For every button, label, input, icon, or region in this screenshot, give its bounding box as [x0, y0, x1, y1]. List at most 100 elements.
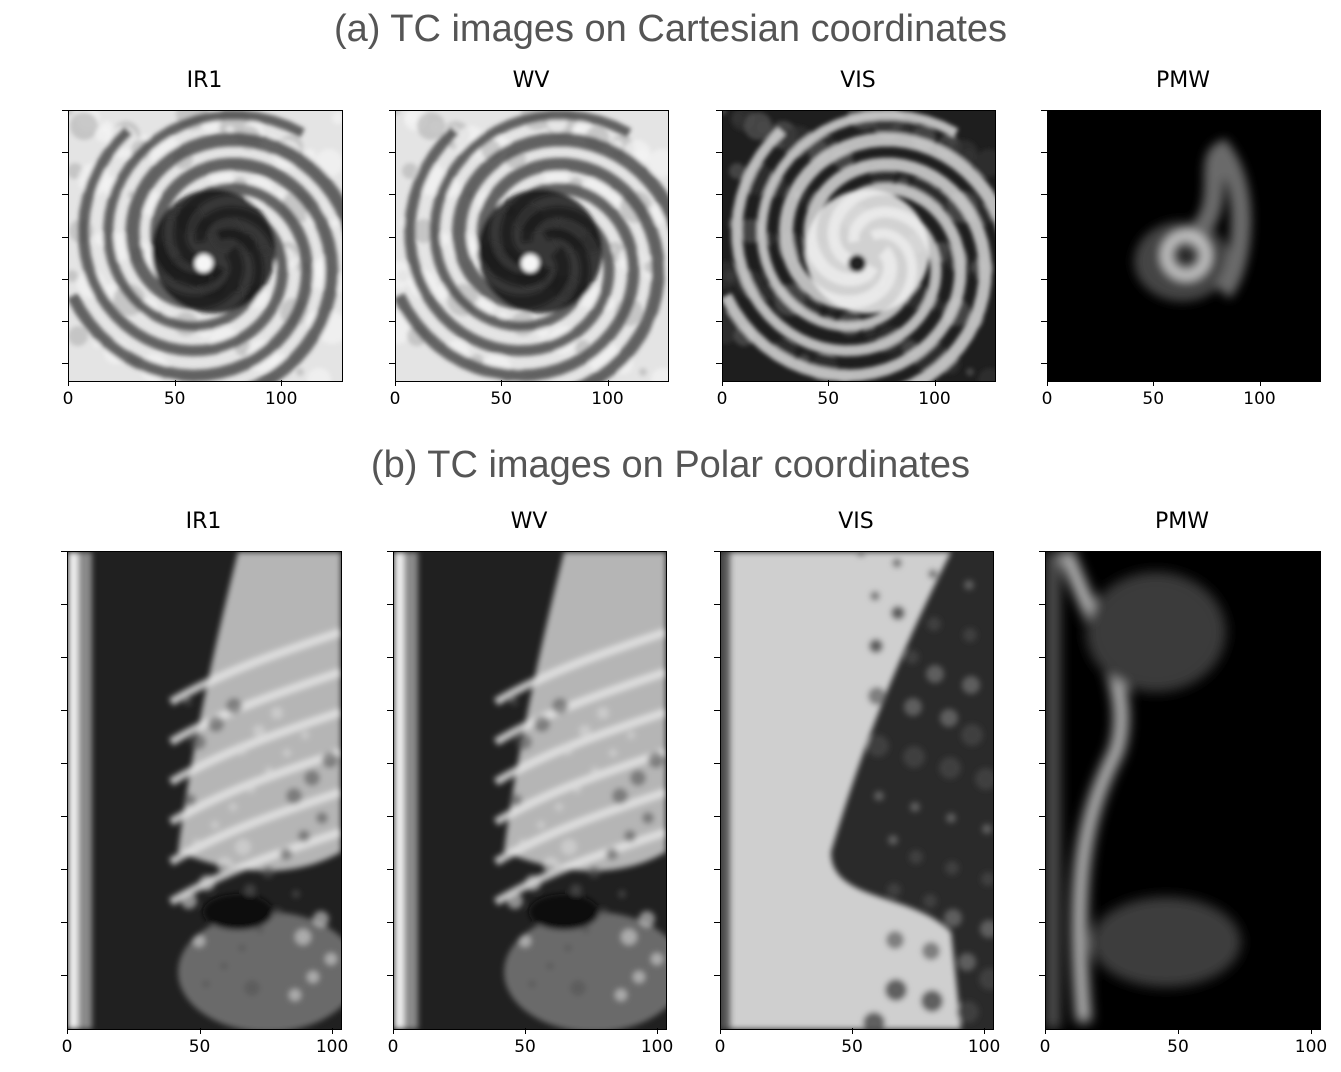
- x-tick-label: 100: [1243, 389, 1276, 409]
- y-tick-mark: [1039, 869, 1045, 870]
- y-tick-mark: [62, 194, 68, 196]
- y-tick-mark: [1041, 278, 1047, 280]
- y-tick-mark: [61, 869, 67, 870]
- x-tick-mark: [332, 1028, 334, 1034]
- x-tick-label: 100: [967, 1037, 1001, 1057]
- panel-title: PMW: [1154, 509, 1209, 534]
- x-tick-mark: [720, 1028, 721, 1034]
- y-tick-mark: [1039, 763, 1045, 764]
- y-tick-mark: [387, 816, 393, 817]
- x-tick-mark: [852, 1028, 854, 1034]
- x-tick-label: 0: [714, 1037, 726, 1057]
- x-tick-mark: [828, 380, 830, 386]
- panel-title: PMW: [1155, 68, 1210, 93]
- y-tick-mark: [714, 551, 720, 552]
- section-b-title: (b) TC images on Polar coordinates: [370, 444, 971, 486]
- y-tick-mark: [714, 922, 720, 923]
- y-tick-mark: [1041, 320, 1047, 322]
- panel-title: WV: [510, 509, 548, 534]
- heatmap-image: [393, 551, 667, 1030]
- y-tick-mark: [387, 710, 393, 711]
- x-tick-label: 50: [514, 1037, 536, 1057]
- x-tick-mark: [395, 380, 396, 386]
- y-tick-mark: [716, 110, 722, 111]
- y-tick-mark: [387, 922, 393, 923]
- x-tick-mark: [722, 380, 723, 386]
- x-tick-mark: [1045, 1028, 1046, 1034]
- x-tick-label: 50: [490, 389, 513, 409]
- y-tick-mark: [389, 110, 395, 111]
- heatmap-image: [722, 110, 996, 382]
- heatmap-raster: [1048, 111, 1320, 381]
- y-tick-mark: [387, 551, 393, 552]
- y-tick-mark: [716, 236, 722, 238]
- y-tick-mark: [389, 320, 395, 322]
- y-tick-mark: [61, 551, 67, 552]
- y-tick-mark: [714, 975, 720, 976]
- y-tick-mark: [714, 763, 720, 764]
- y-tick-mark: [62, 278, 68, 280]
- y-tick-mark: [62, 152, 68, 154]
- y-tick-mark: [61, 763, 67, 764]
- x-tick-label: 50: [188, 1037, 211, 1057]
- heatmap-raster: [394, 552, 666, 1029]
- panel-title: WV: [512, 68, 550, 93]
- heatmap-image: [720, 551, 994, 1030]
- x-tick-label: 0: [61, 1037, 73, 1057]
- y-tick-mark: [389, 236, 395, 238]
- x-tick-label: 100: [640, 1037, 674, 1057]
- x-tick-mark: [1047, 380, 1048, 386]
- x-tick-mark: [934, 380, 936, 386]
- panel-title: VIS: [838, 509, 874, 534]
- heatmap-raster: [1046, 552, 1320, 1029]
- heatmap-raster: [69, 111, 342, 381]
- x-tick-mark: [501, 380, 503, 386]
- y-tick-mark: [716, 320, 722, 322]
- y-tick-mark: [389, 278, 395, 280]
- x-tick-label: 0: [1041, 389, 1053, 409]
- x-tick-label: 100: [591, 389, 624, 409]
- x-tick-label: 100: [918, 389, 951, 409]
- y-tick-mark: [62, 236, 68, 238]
- x-tick-label: 50: [1142, 389, 1165, 409]
- y-tick-mark: [387, 604, 393, 605]
- x-tick-mark: [1153, 380, 1155, 386]
- heatmap-raster: [68, 552, 341, 1029]
- y-tick-mark: [1041, 194, 1047, 196]
- y-tick-mark: [61, 710, 67, 711]
- x-tick-label: 0: [389, 389, 401, 409]
- heatmap-raster: [396, 111, 668, 381]
- y-tick-mark: [61, 922, 67, 923]
- x-tick-mark: [199, 1028, 201, 1034]
- x-tick-label: 50: [841, 1037, 863, 1057]
- y-tick-mark: [387, 763, 393, 764]
- y-tick-mark: [716, 152, 722, 154]
- y-tick-mark: [62, 110, 68, 111]
- x-tick-label: 0: [387, 1037, 399, 1057]
- y-tick-mark: [716, 363, 722, 365]
- y-tick-mark: [1041, 152, 1047, 154]
- x-tick-label: 100: [1294, 1037, 1328, 1057]
- x-tick-mark: [1178, 1028, 1179, 1034]
- panel-title: IR1: [186, 68, 223, 93]
- panel-title: VIS: [840, 68, 876, 93]
- x-tick-mark: [1311, 1028, 1313, 1034]
- y-tick-mark: [1039, 710, 1045, 711]
- y-tick-mark: [389, 194, 395, 196]
- y-tick-mark: [1041, 236, 1047, 238]
- y-tick-mark: [716, 278, 722, 280]
- x-tick-mark: [525, 1028, 527, 1034]
- y-tick-mark: [61, 657, 67, 658]
- heatmap-image: [1047, 110, 1321, 382]
- y-tick-mark: [61, 816, 67, 817]
- x-tick-mark: [607, 380, 609, 386]
- x-tick-label: 100: [315, 1037, 349, 1057]
- heatmap-image: [68, 110, 343, 382]
- y-tick-mark: [1039, 657, 1045, 658]
- y-tick-mark: [387, 869, 393, 870]
- panel-title: IR1: [185, 509, 222, 534]
- y-tick-mark: [1039, 604, 1045, 605]
- heatmap-raster: [721, 552, 993, 1029]
- y-tick-mark: [387, 657, 393, 658]
- y-tick-mark: [1039, 816, 1045, 817]
